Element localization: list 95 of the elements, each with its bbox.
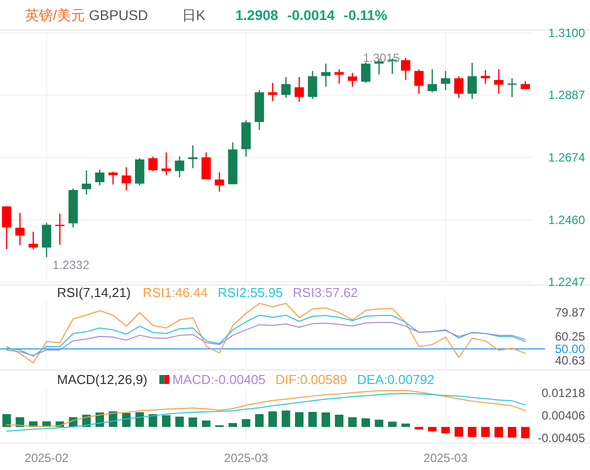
bar (255, 414, 264, 427)
candlestick (321, 63, 331, 88)
bar (521, 426, 530, 438)
y-tick-label: 1.2674 (548, 150, 586, 164)
candlestick (174, 156, 184, 178)
y-tick-label: 0.01218 (542, 386, 586, 400)
bar (122, 413, 131, 427)
line-series (6, 302, 526, 364)
series-label: RSI1:46.44 (142, 285, 208, 300)
bar (334, 414, 344, 427)
candlestick (42, 222, 52, 258)
bar (148, 414, 158, 427)
candlestick (95, 169, 104, 186)
candlestick (440, 70, 450, 91)
y-tick-label: 60.25 (554, 329, 586, 344)
y-tick-label: 79.87 (554, 305, 586, 320)
bar (175, 416, 184, 427)
text: -0.11% (344, 7, 388, 23)
bar (388, 422, 397, 427)
chart-subtitle: GBPUSD (88, 7, 148, 23)
line-series (6, 314, 526, 357)
bar (294, 412, 304, 427)
bar (414, 426, 424, 430)
candlestick (214, 172, 224, 192)
bar (242, 419, 250, 427)
chart-title: MACD(12,26,9) (57, 372, 148, 387)
candlestick (494, 68, 504, 94)
y-tick-label: -0.00405 (538, 431, 586, 446)
candlestick (428, 68, 437, 93)
annotation: 1.3015 (362, 50, 400, 65)
x-tick-label: 2025-02 (24, 451, 69, 465)
bar (188, 417, 198, 427)
candlestick (348, 72, 358, 88)
bar (322, 412, 330, 427)
y-tick-label: 50.00 (554, 342, 586, 356)
series-label: RSI2:55.95 (218, 285, 283, 300)
candlestick (281, 76, 291, 98)
y-tick-label: 1.2460 (548, 212, 586, 227)
series-label: RSI3:57.62 (292, 285, 358, 300)
chart-title: 英镑/美元 (25, 7, 85, 23)
bar (494, 426, 504, 438)
bar (468, 426, 476, 437)
y-tick-label: 1.2247 (548, 275, 586, 289)
bar (135, 412, 144, 427)
series-label: DEA:0.00792 (357, 372, 434, 387)
legend-label: MACD:-0.00405 (172, 372, 266, 387)
candlestick (414, 68, 424, 94)
chart-title: RSI(7,14,21) (57, 285, 131, 300)
candlestick (361, 62, 370, 84)
bar (401, 424, 410, 427)
bar (481, 426, 490, 437)
bar (308, 412, 317, 427)
bar (454, 426, 464, 437)
candlestick (148, 156, 158, 172)
candlestick (15, 212, 25, 246)
candlestick (334, 68, 344, 84)
candlestick (294, 76, 304, 102)
annotation: 1.2332 (52, 258, 90, 272)
bar (361, 418, 370, 427)
bar (282, 410, 290, 427)
text: 1.2908 (235, 7, 278, 23)
line-series (6, 393, 526, 432)
bar (374, 420, 384, 427)
line-series (6, 322, 526, 356)
candlestick (28, 231, 38, 250)
candlestick (400, 57, 410, 81)
candlestick (82, 170, 92, 196)
bar (268, 411, 277, 427)
y-tick-label: 40.63 (554, 353, 586, 368)
candlestick (122, 166, 132, 191)
candlestick (308, 70, 318, 100)
y-tick-label: 0.00406 (542, 408, 586, 423)
candlestick (201, 152, 211, 180)
bar (162, 415, 171, 427)
bar (228, 423, 238, 427)
bar (202, 420, 210, 427)
bar (428, 426, 437, 432)
candlestick (268, 82, 278, 102)
x-tick-label: 2025-03 (224, 451, 268, 465)
y-tick-label: 1.3100 (548, 26, 586, 40)
bar (348, 417, 357, 427)
candlestick (108, 171, 118, 186)
bar (441, 426, 450, 434)
x-tick-label: 2025-03 (424, 451, 468, 465)
candlestick (467, 62, 477, 100)
bar (2, 414, 11, 427)
line-series (6, 390, 526, 427)
text: 日K (182, 7, 206, 23)
text: -0.0014 (287, 7, 335, 23)
candlestick (454, 76, 464, 98)
y-tick-label: 1.2887 (548, 88, 586, 102)
series-label: DIF:0.00589 (276, 372, 348, 387)
bar (508, 426, 516, 438)
candlestick (162, 152, 171, 176)
candlestick (2, 206, 12, 250)
